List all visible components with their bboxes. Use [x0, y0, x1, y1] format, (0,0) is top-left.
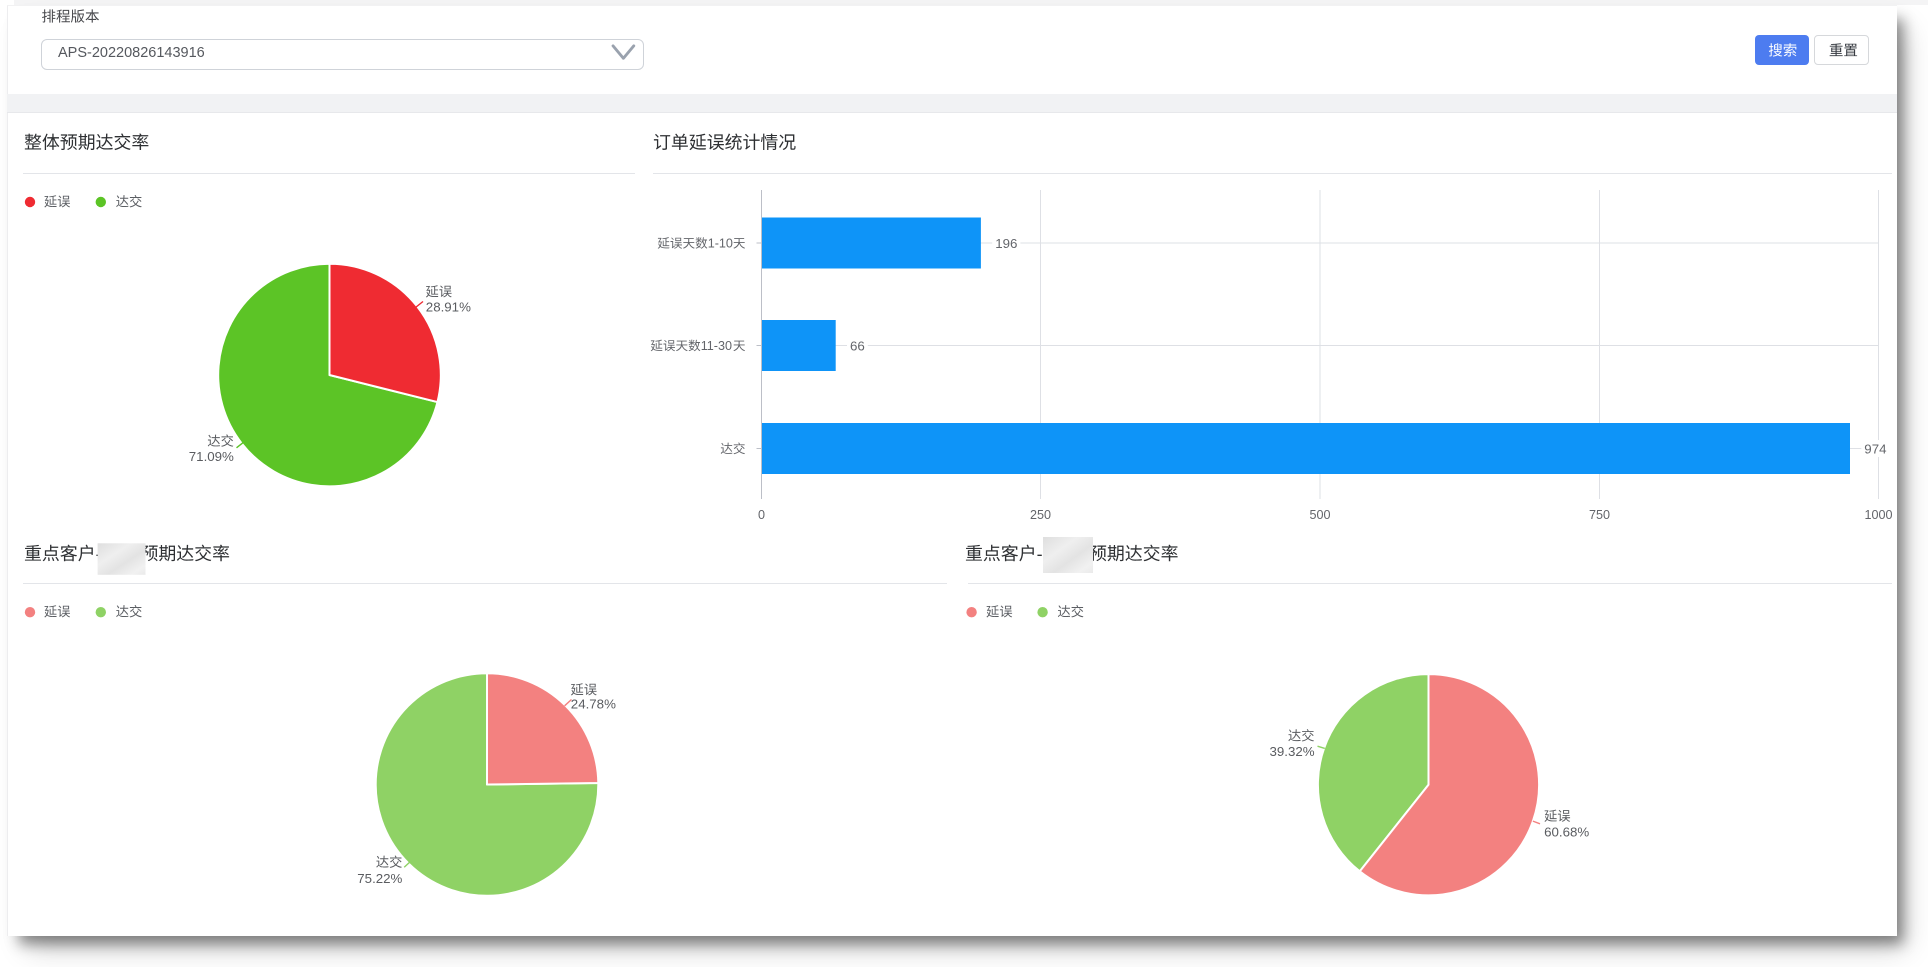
svg-text:11-30: 11-30 [701, 339, 732, 353]
svg-text:60.68%: 60.68% [1544, 824, 1589, 839]
svg-text:75.22%: 75.22% [357, 871, 402, 886]
svg-text:66: 66 [850, 338, 865, 353]
svg-text:196: 196 [995, 236, 1017, 251]
svg-text:-: - [1037, 544, 1043, 564]
svg-text:750: 750 [1589, 508, 1610, 522]
svg-text:39.32%: 39.32% [1269, 744, 1314, 759]
svg-text:974: 974 [1864, 441, 1886, 456]
svg-text:500: 500 [1309, 508, 1330, 522]
svg-text:APS-20220826143916: APS-20220826143916 [58, 45, 205, 61]
svg-text:71.09%: 71.09% [189, 449, 234, 464]
svg-text:250: 250 [1030, 508, 1051, 522]
svg-text:24.78%: 24.78% [571, 696, 616, 711]
svg-text:1-10: 1-10 [708, 237, 733, 251]
svg-text:28.91%: 28.91% [426, 300, 471, 315]
svg-text:1000: 1000 [1864, 508, 1892, 522]
svg-text:0: 0 [758, 508, 765, 522]
